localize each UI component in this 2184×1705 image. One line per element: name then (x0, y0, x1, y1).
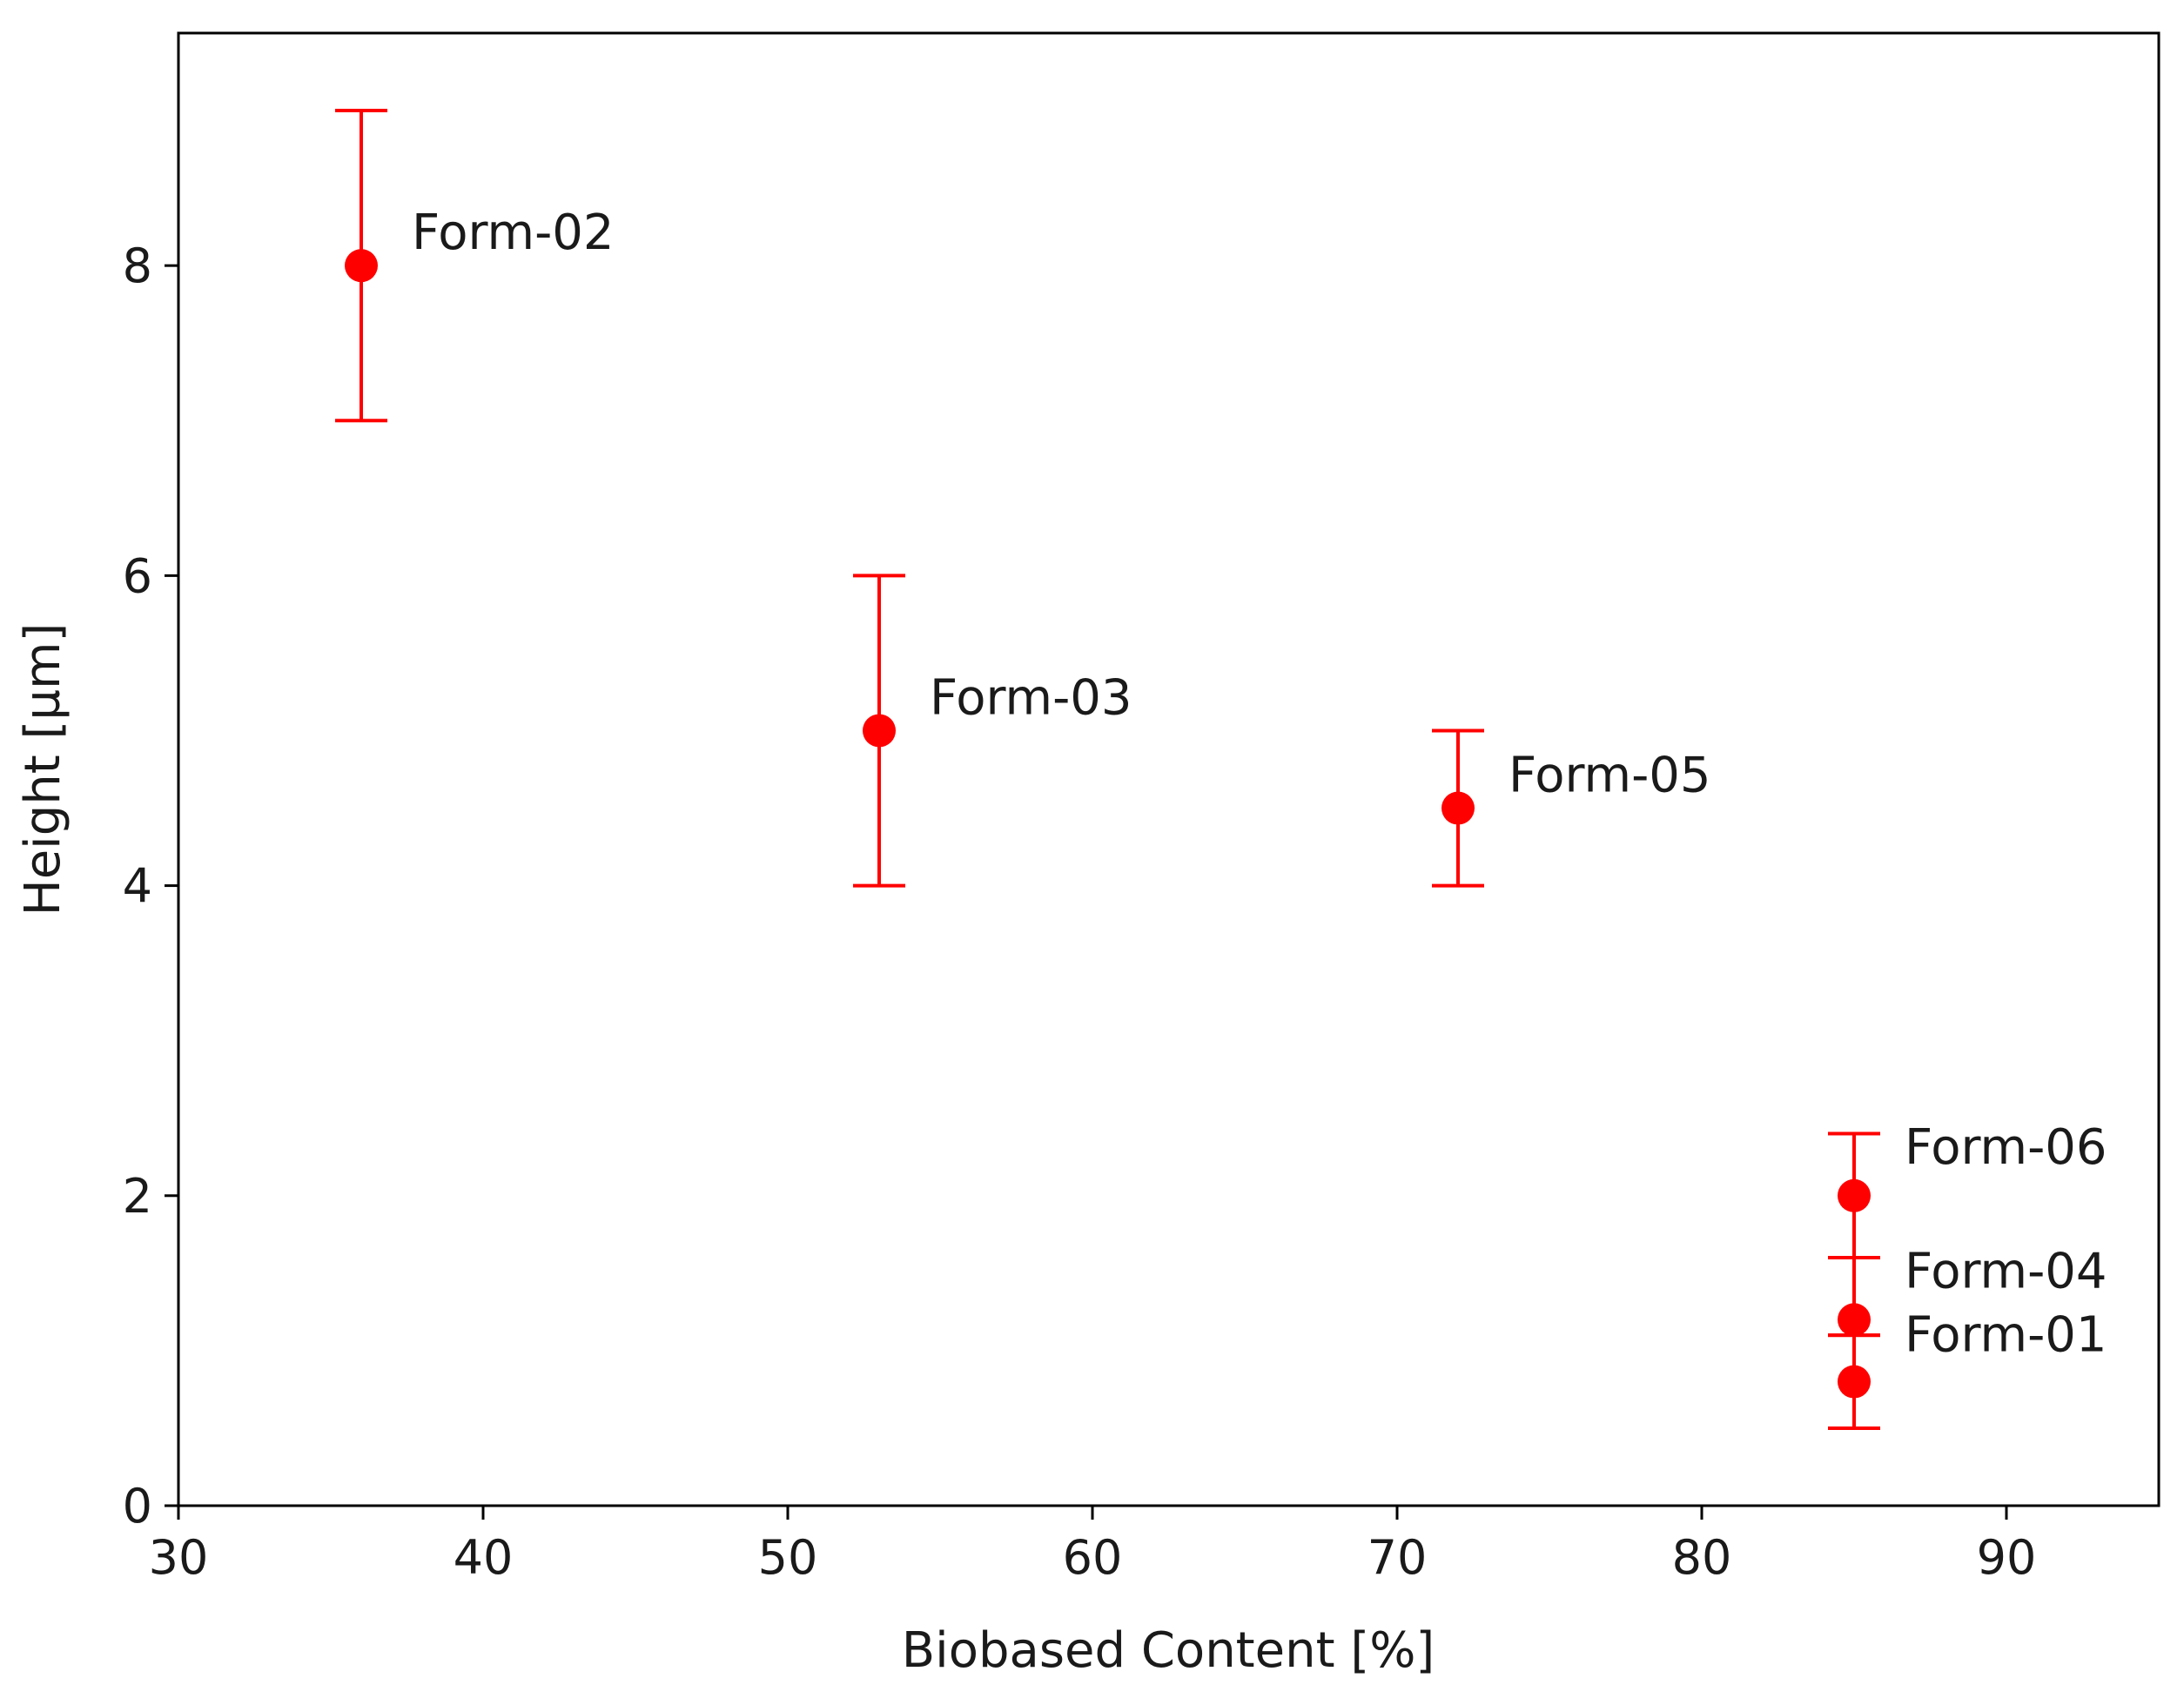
point-label: Form-05 (1509, 748, 1711, 804)
y-tick-label: 4 (123, 859, 152, 914)
x-axis-ticks: 30 40 50 60 70 80 90 (149, 1506, 2037, 1585)
x-tick-label: 70 (1368, 1530, 1428, 1585)
x-tick-label: 80 (1672, 1530, 1732, 1585)
point-labels: Form-01 Form-02 Form-03 Form-04 Form-05 Form-… (412, 205, 2107, 1363)
y-tick-label: 6 (123, 548, 152, 603)
x-tick-label: 50 (758, 1530, 818, 1585)
y-axis-ticks: 0 2 4 6 8 (123, 238, 178, 1534)
data-point (1838, 1303, 1871, 1337)
y-tick-label: 2 (123, 1169, 152, 1224)
data-point (1441, 791, 1475, 825)
point-label: Form-03 (930, 669, 1132, 726)
x-tick-label: 90 (1977, 1530, 2037, 1585)
y-axis-label: Height [µm] (15, 623, 71, 916)
point-label: Form-06 (1905, 1119, 2107, 1176)
x-tick-label: 30 (149, 1530, 209, 1585)
data-points (345, 249, 1871, 1399)
x-tick-label: 60 (1063, 1530, 1123, 1585)
point-label: Form-02 (412, 205, 615, 261)
data-point (863, 714, 896, 748)
plot-area (177, 31, 2160, 1507)
x-axis-label: Biobased Content [%] (902, 1622, 1435, 1679)
y-tick-label: 8 (123, 238, 152, 293)
data-point (1838, 1178, 1871, 1212)
x-tick-label: 40 (454, 1530, 514, 1585)
data-point (345, 249, 378, 283)
point-label: Form-01 (1905, 1307, 2107, 1364)
point-label: Form-04 (1905, 1243, 2107, 1299)
data-point (1838, 1365, 1871, 1399)
y-tick-label: 0 (123, 1479, 152, 1534)
